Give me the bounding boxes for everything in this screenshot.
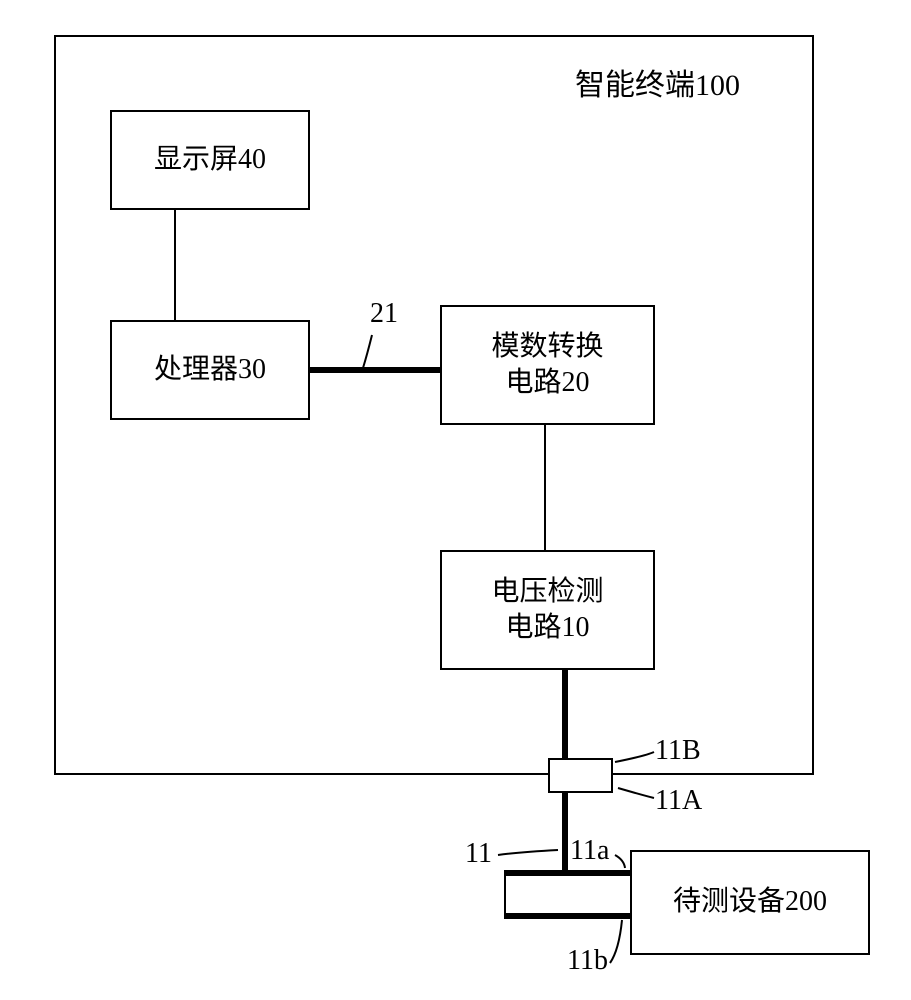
dut-port-bottom: [504, 913, 632, 919]
curve-11b: [610, 920, 622, 963]
label-11a: 11a: [570, 835, 609, 867]
curve-11a: [615, 855, 625, 868]
port-box: [548, 758, 613, 793]
display-block: 显示屏40: [110, 110, 310, 210]
label-11b: 11b: [567, 945, 608, 977]
label-11A: 11A: [655, 785, 702, 817]
processor-block: 处理器30: [110, 320, 310, 420]
adc-label: 模数转换 电路20: [491, 329, 603, 402]
dut-block: 待测设备200: [630, 850, 870, 955]
label-11B: 11B: [655, 735, 701, 767]
line-processor-adc: [310, 367, 440, 373]
terminal-title: 智能终端100: [575, 60, 740, 104]
voltage-block: 电压检测 电路10: [440, 550, 655, 670]
processor-label: 处理器30: [154, 352, 266, 388]
curve-11: [498, 850, 558, 855]
label-11: 11: [465, 838, 492, 870]
curve-11A: [618, 788, 654, 798]
line-adc-voltage: [544, 425, 546, 550]
diagram-container: 智能终端100 显示屏40 处理器30 模数转换 电路20 电压检测 电路10 …: [0, 0, 911, 1000]
dut-label: 待测设备200: [673, 884, 827, 920]
label-21: 21: [370, 298, 398, 330]
dut-port-top: [504, 870, 632, 876]
line-display-processor: [174, 210, 176, 320]
voltage-label: 电压检测 电路10: [491, 574, 603, 647]
dut-port-left: [504, 870, 506, 919]
adc-block: 模数转换 电路20: [440, 305, 655, 425]
display-label: 显示屏40: [154, 142, 266, 178]
